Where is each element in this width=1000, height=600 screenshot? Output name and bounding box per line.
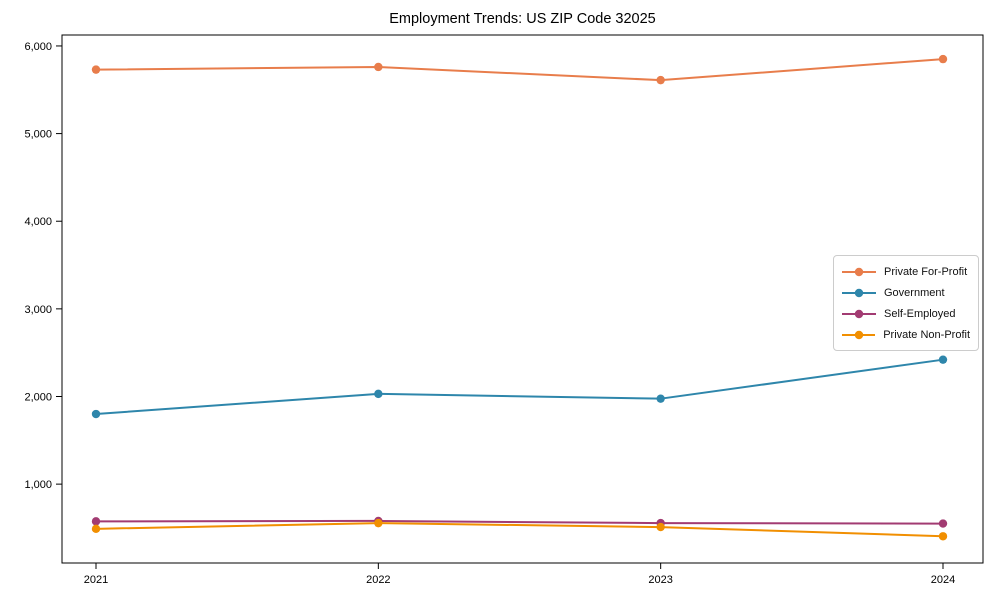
series-point-private-for-profit [374,62,383,72]
series-point-private-for-profit [656,75,665,85]
legend-item-private-for-profit: Private For-Profit [842,261,970,282]
series-point-private-non-profit [656,522,665,532]
y-tick-label: 4,000 [24,216,52,228]
series-point-private-for-profit [91,65,101,74]
series-point-self-employed [91,517,101,526]
series-point-private-for-profit [938,54,948,64]
series-point-self-employed [938,519,948,528]
series-point-private-non-profit [91,524,101,534]
series-line-government [95,358,944,416]
series-point-private-non-profit [938,532,948,541]
series-line-private-non-profit [95,522,944,538]
y-tick-label: 2,000 [24,391,52,403]
y-tick-label: 6,000 [24,41,52,53]
series-point-government [656,394,665,403]
x-tick-label: 2024 [931,574,955,586]
legend-label: Private Non-Profit [883,328,970,341]
x-tick-label: 2021 [84,574,108,586]
legend-marker-icon [842,309,876,318]
legend-marker-icon [842,288,876,297]
legend-item-self-employed: Self-Employed [842,303,970,324]
series-line-private-for-profit [95,58,944,82]
legend-marker-icon [842,330,876,339]
legend-label: Self-Employed [884,307,956,320]
legend-marker-icon [842,267,876,276]
series-point-private-non-profit [374,518,383,528]
legend-item-government: Government [842,282,970,303]
x-tick-label: 2023 [648,574,672,586]
y-tick-label: 5,000 [24,129,52,141]
series-point-government [374,389,383,399]
x-tick-label: 2022 [366,574,390,586]
legend-item-private-non-profit: Private Non-Profit [842,324,970,345]
legend-label: Private For-Profit [884,265,968,278]
y-tick-label: 3,000 [24,304,52,316]
series-line-self-employed [95,519,944,525]
series-point-government [91,409,101,419]
y-tick-label: 1,000 [24,479,52,491]
series-point-government [938,355,948,364]
legend: Private For-Profit Government Self-Employe… [833,255,979,351]
plot-border [61,34,984,564]
chart-title: Employment Trends: US ZIP Code 32025 [389,11,656,27]
legend-label: Government [884,286,945,299]
